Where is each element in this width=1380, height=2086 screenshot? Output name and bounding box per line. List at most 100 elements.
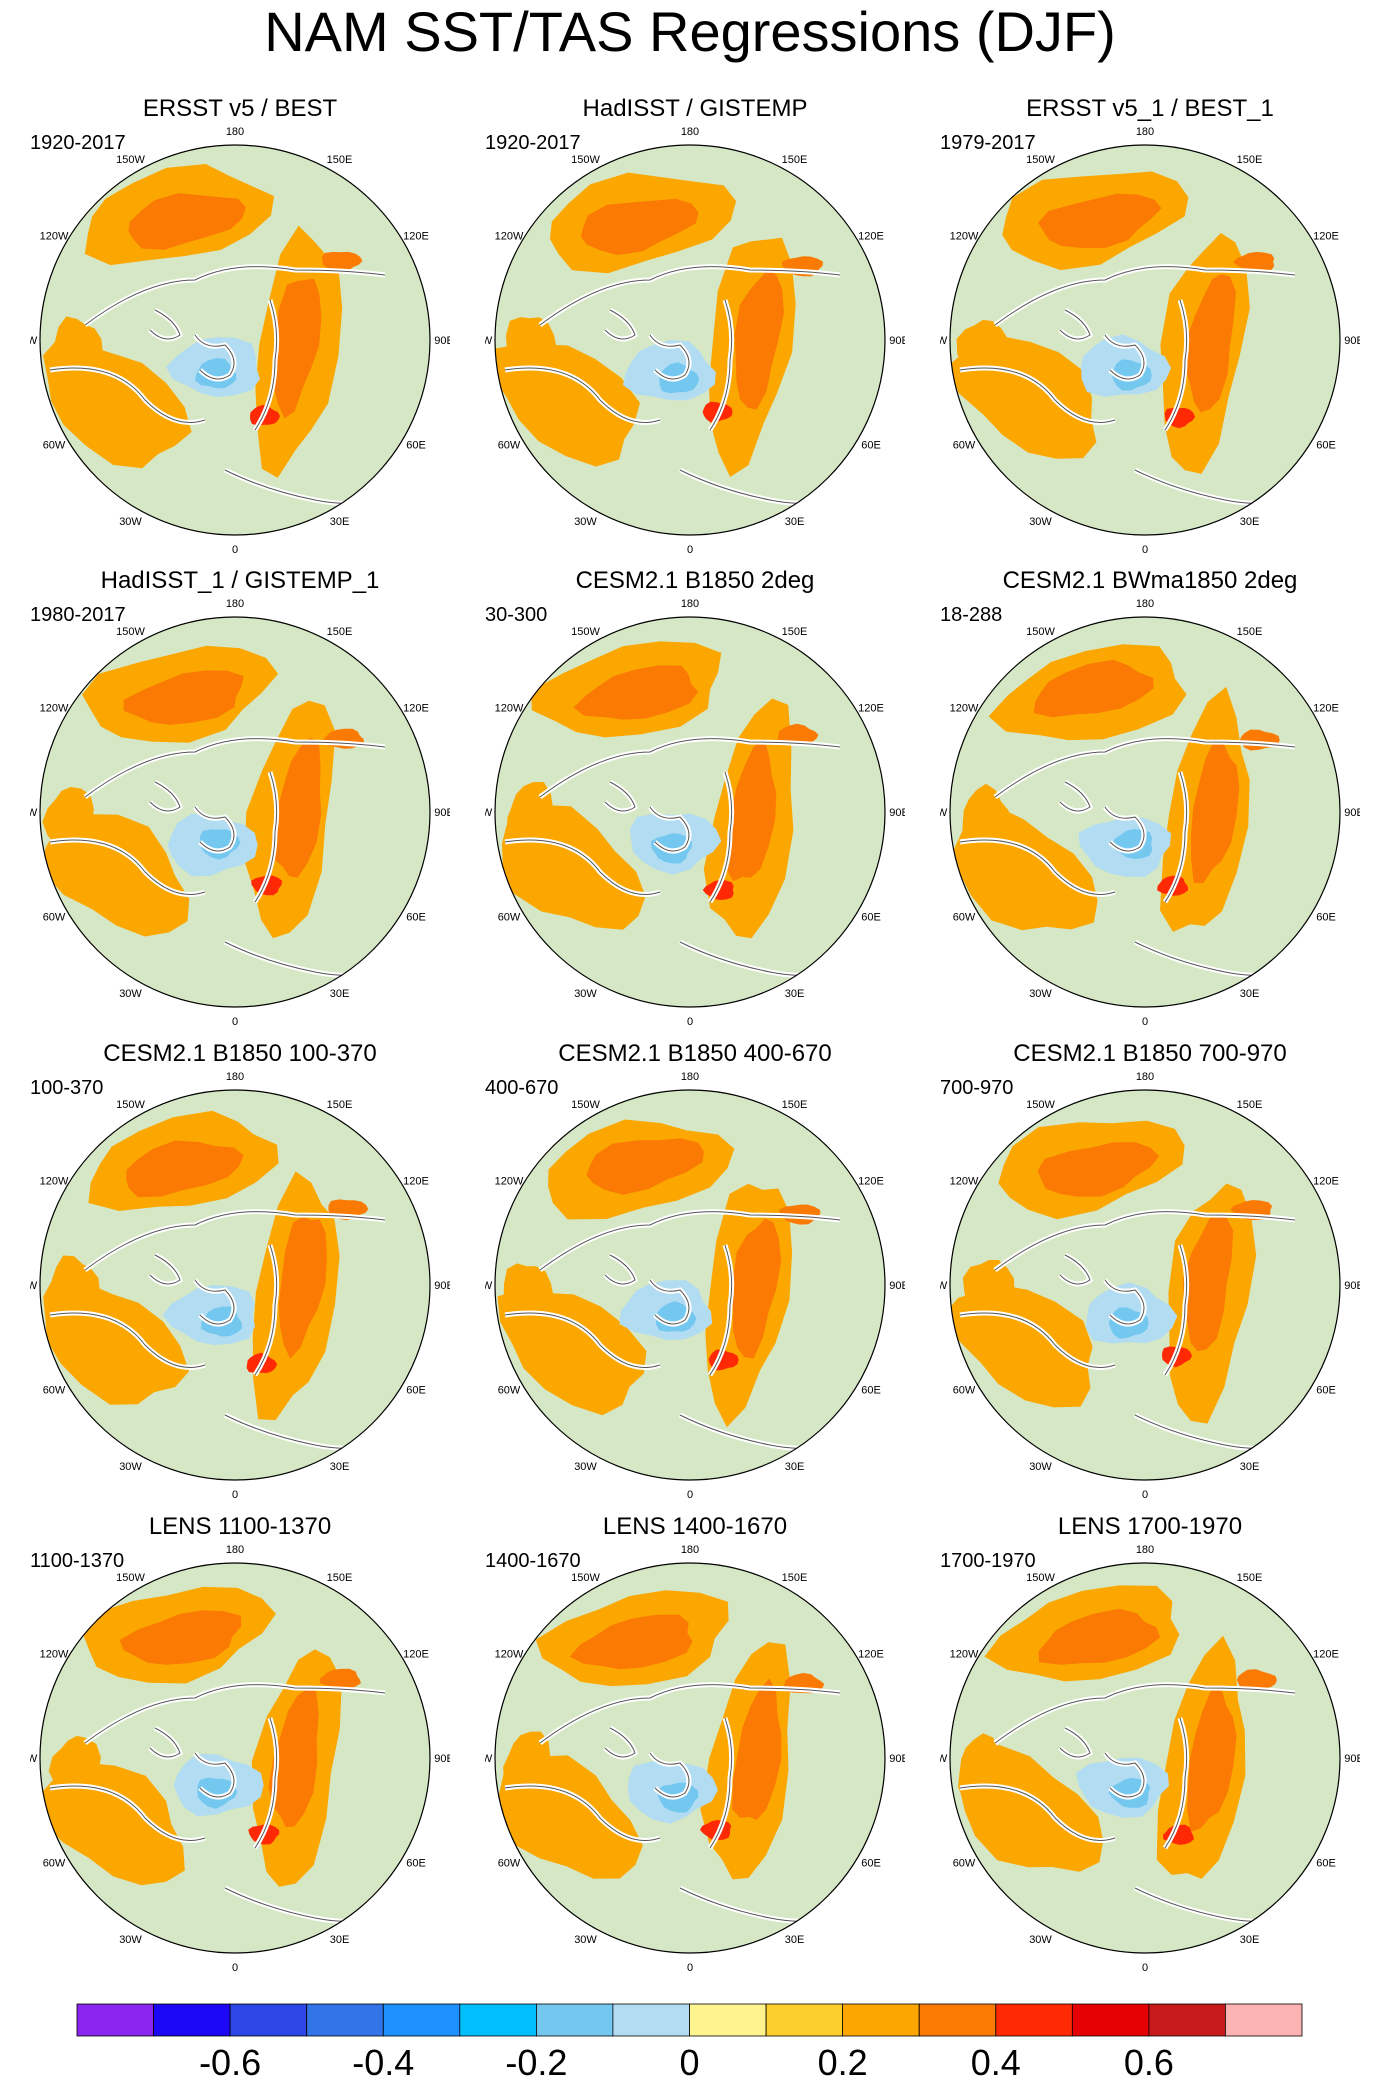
coastline bbox=[709, 1717, 733, 1849]
longitude-label: 90W bbox=[30, 1280, 38, 1292]
coastline bbox=[709, 771, 733, 903]
coastline bbox=[149, 309, 181, 340]
longitude-label: 150W bbox=[116, 1099, 145, 1111]
panel-title: CESM2.1 B1850 700-970 bbox=[1013, 1040, 1287, 1067]
longitude-label: 120W bbox=[40, 231, 69, 243]
polar-map: 180 150E 120E 90E 60E 30E 0 30W 60W 90W 120W 150W bbox=[940, 598, 1360, 1028]
coastline bbox=[994, 1211, 1296, 1271]
anomaly-contour bbox=[1187, 1687, 1237, 1832]
coastline bbox=[194, 806, 235, 852]
longitude-label: 150W bbox=[116, 154, 145, 166]
longitude-label: 60W bbox=[498, 1385, 521, 1397]
longitude-label: 0 bbox=[1142, 1016, 1148, 1028]
longitude-label: 150W bbox=[1026, 1099, 1055, 1111]
longitude-label: 30W bbox=[1029, 516, 1052, 528]
coastline bbox=[1059, 781, 1091, 812]
coastline bbox=[149, 1727, 181, 1758]
coastline bbox=[994, 266, 1296, 326]
polar-map: 180 150E 120E 90E 60E 30E 0 30W 60W 90W 120W 150W bbox=[485, 1544, 905, 1974]
longitude-label: 90W bbox=[940, 335, 948, 347]
longitude-label: 120W bbox=[495, 1176, 524, 1188]
coastline bbox=[994, 1684, 1296, 1744]
coastline bbox=[84, 1684, 386, 1744]
longitude-label: 30W bbox=[574, 516, 597, 528]
anomaly-contour bbox=[321, 251, 363, 273]
longitude-label: 150E bbox=[782, 1572, 808, 1584]
longitude-label: 180 bbox=[1136, 1071, 1154, 1083]
coastline bbox=[194, 334, 235, 380]
longitude-label: 90W bbox=[485, 1280, 493, 1292]
longitude-label: 120W bbox=[495, 231, 524, 243]
longitude-label: 90W bbox=[940, 807, 948, 819]
colorbar-bin bbox=[689, 2003, 767, 2037]
panel-title: ERSST v5_1 / BEST_1 bbox=[1026, 95, 1274, 122]
anomaly-contour bbox=[128, 193, 246, 250]
colorbar-bin bbox=[918, 2003, 997, 2037]
coastline bbox=[649, 1752, 690, 1798]
anomaly-contour bbox=[271, 737, 322, 878]
longitude-label: 0 bbox=[232, 1962, 238, 1974]
longitude-label: 30W bbox=[119, 988, 142, 1000]
panel-period: 1400-1670 bbox=[485, 1550, 581, 1572]
anomaly-contour bbox=[126, 1140, 244, 1198]
longitude-label: 90E bbox=[434, 807, 450, 819]
map-boundary bbox=[39, 616, 431, 1008]
coastline bbox=[49, 839, 206, 895]
longitude-label: 0 bbox=[1142, 1962, 1148, 1974]
map-boundary bbox=[949, 144, 1341, 536]
longitude-label: 120W bbox=[40, 703, 69, 715]
colorbar-tick-label: 0 bbox=[679, 2042, 699, 2083]
panel-title: CESM2.1 B1850 400-670 bbox=[558, 1040, 832, 1067]
map-boundary bbox=[494, 1562, 886, 1954]
coastline bbox=[709, 1244, 733, 1376]
longitude-label: 180 bbox=[1136, 1544, 1154, 1556]
anomaly-contour bbox=[777, 723, 819, 745]
polar-map: 180 150E 120E 90E 60E 30E 0 30W 60W 90W 120W 150W bbox=[940, 126, 1360, 556]
longitude-label: 60E bbox=[1316, 912, 1336, 924]
panel-period: 1920-2017 bbox=[485, 132, 581, 154]
panel-title: HadISST_1 / GISTEMP_1 bbox=[100, 567, 380, 594]
panel-period: 1920-2017 bbox=[30, 132, 126, 154]
longitude-label: 150E bbox=[1237, 154, 1263, 166]
panel-period: 1700-1970 bbox=[940, 1550, 1036, 1572]
coastline bbox=[49, 1312, 206, 1368]
longitude-label: 0 bbox=[232, 1489, 238, 1501]
longitude-label: 120W bbox=[950, 703, 979, 715]
longitude-label: 30E bbox=[330, 1461, 350, 1473]
coastline bbox=[1104, 334, 1145, 380]
anomaly-contour bbox=[726, 738, 777, 882]
longitude-label: 90E bbox=[1344, 1753, 1360, 1765]
longitude-label: 0 bbox=[687, 544, 693, 556]
longitude-label: 150E bbox=[1237, 1572, 1263, 1584]
colorbar-bin bbox=[842, 2003, 920, 2037]
longitude-label: 120E bbox=[403, 231, 429, 243]
longitude-label: 180 bbox=[226, 126, 244, 138]
coastline bbox=[604, 1727, 636, 1758]
longitude-label: 30W bbox=[1029, 1934, 1052, 1946]
panel-title: CESM2.1 B1850 2deg bbox=[575, 567, 815, 594]
longitude-label: 120E bbox=[858, 1176, 884, 1188]
anomaly-contour bbox=[586, 1138, 704, 1195]
longitude-label: 150E bbox=[1237, 1099, 1263, 1111]
anomaly-contour bbox=[195, 358, 237, 389]
panel-3: ERSST v5_1 / BEST_1 180 150E 120E 90E 60E 30E 0… bbox=[940, 95, 1360, 565]
longitude-label: 120W bbox=[40, 1176, 69, 1188]
longitude-label: 180 bbox=[226, 1544, 244, 1556]
longitude-label: 150W bbox=[571, 1572, 600, 1584]
polar-map: 180 150E 120E 90E 60E 30E 0 30W 60W 90W 120W 150W bbox=[485, 126, 905, 556]
longitude-label: 60E bbox=[861, 1858, 881, 1870]
anomaly-contour bbox=[319, 1668, 361, 1689]
longitude-label: 0 bbox=[232, 544, 238, 556]
panel-title: HadISST / GISTEMP bbox=[582, 95, 808, 122]
longitude-label: 120E bbox=[858, 231, 884, 243]
coastline bbox=[604, 309, 636, 340]
anomaly-contour bbox=[1108, 1777, 1151, 1808]
longitude-label: 90W bbox=[485, 807, 493, 819]
panel-title: LENS 1100-1370 bbox=[148, 1513, 332, 1540]
longitude-label: 180 bbox=[681, 598, 699, 610]
longitude-label: 0 bbox=[687, 1962, 693, 1974]
map-boundary bbox=[494, 144, 886, 536]
coastline bbox=[504, 1785, 661, 1841]
colorbar-bin bbox=[76, 2003, 154, 2037]
longitude-label: 150W bbox=[116, 626, 145, 638]
